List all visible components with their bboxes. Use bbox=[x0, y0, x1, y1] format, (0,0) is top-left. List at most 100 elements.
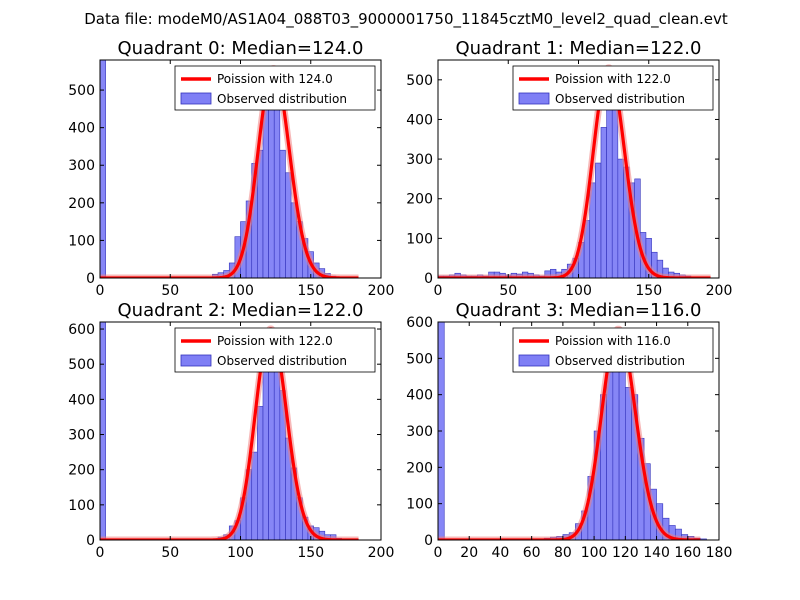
x-tick-label: 120 bbox=[612, 545, 639, 561]
legend-label: Observed distribution bbox=[555, 92, 685, 106]
y-tick-label: 300 bbox=[406, 152, 433, 168]
x-tick-label: 0 bbox=[96, 545, 105, 561]
quadrant-0-chart: 0 50 100 150 200 0 100 200 300 400 500 Quadrant 0: … bbox=[68, 38, 394, 299]
x-tick-label: 0 bbox=[434, 283, 443, 299]
histogram-bar bbox=[100, 60, 106, 278]
legend: Poission with 122.0 Observed distribution bbox=[174, 327, 376, 373]
x-tick-label: 100 bbox=[581, 545, 608, 561]
y-tick-label: 300 bbox=[68, 158, 95, 174]
quadrant-3-chart: 0 20 40 60 80 100 120 140 160 1800100200300400500… bbox=[406, 300, 732, 561]
histogram-bar bbox=[625, 387, 632, 540]
histogram-bar bbox=[606, 87, 613, 278]
y-tick-label: 200 bbox=[406, 192, 433, 208]
legend: Poission with 122.0 Observed distribution bbox=[512, 65, 714, 111]
poisson-curve bbox=[100, 67, 359, 278]
legend: Poission with 124.0 Observed distribution bbox=[174, 65, 376, 111]
x-tick-label: 150 bbox=[297, 283, 324, 299]
legend-label: Poission with 124.0 bbox=[217, 72, 333, 86]
y-tick-label: 200 bbox=[406, 460, 433, 476]
legend-patch-swatch bbox=[180, 354, 212, 367]
chart-title: Quadrant 0: Median=124.0 bbox=[118, 38, 364, 59]
x-tick-label: 200 bbox=[368, 283, 395, 299]
y-tick-label: 500 bbox=[406, 73, 433, 89]
quadrant-1-chart: 0 50 100 150 200 0 100 200 300 400 500 Quadrant 1: … bbox=[406, 38, 732, 299]
x-tick-label: 150 bbox=[635, 283, 662, 299]
histogram-bar bbox=[285, 172, 292, 278]
y-tick-label: 600 bbox=[68, 322, 95, 338]
y-tick-label: 100 bbox=[68, 498, 95, 514]
x-tick-label: 80 bbox=[554, 545, 572, 561]
y-tick-label: 400 bbox=[68, 392, 95, 408]
y-tick-label: 300 bbox=[406, 424, 433, 440]
legend-label: Observed distribution bbox=[555, 354, 685, 368]
y-tick-label: 400 bbox=[68, 121, 95, 137]
chart-title: Quadrant 2: Median=122.0 bbox=[118, 300, 364, 321]
legend: Poission with 116.0 Observed distribution bbox=[512, 327, 714, 373]
poisson-curve bbox=[438, 327, 701, 540]
x-tick-label: 100 bbox=[227, 545, 254, 561]
x-tick-label: 50 bbox=[499, 283, 517, 299]
x-tick-label: 100 bbox=[227, 283, 254, 299]
histogram-bar bbox=[617, 158, 624, 278]
y-tick-label: 400 bbox=[406, 388, 433, 404]
y-tick-label: 400 bbox=[406, 112, 433, 128]
poisson-curve bbox=[438, 66, 711, 278]
legend-label: Observed distribution bbox=[217, 92, 347, 106]
y-tick-label: 0 bbox=[424, 533, 433, 549]
chart-title: Quadrant 1: Median=122.0 bbox=[456, 38, 702, 59]
histogram-bar bbox=[251, 451, 258, 540]
plot-data bbox=[100, 322, 361, 540]
y-tick-label: 100 bbox=[406, 497, 433, 513]
y-tick-label: 200 bbox=[68, 463, 95, 479]
histogram-bar bbox=[618, 358, 626, 540]
legend-label: Observed distribution bbox=[217, 354, 347, 368]
x-tick-label: 140 bbox=[643, 545, 670, 561]
histogram-bar bbox=[262, 356, 269, 540]
x-tick-label: 0 bbox=[96, 283, 105, 299]
histogram-bar bbox=[595, 162, 602, 278]
x-tick-label: 40 bbox=[492, 545, 510, 561]
histogram-bar bbox=[612, 347, 620, 540]
x-tick-label: 60 bbox=[523, 545, 541, 561]
x-tick-label: 150 bbox=[297, 545, 324, 561]
y-tick-label: 200 bbox=[68, 196, 95, 212]
y-tick-label: 100 bbox=[68, 233, 95, 249]
figure-suptitle: Data file: modeM0/AS1A04_088T03_90000017… bbox=[84, 10, 728, 29]
histogram-bar bbox=[611, 109, 619, 278]
legend-patch-swatch bbox=[518, 354, 550, 367]
x-tick-label: 180 bbox=[706, 545, 733, 561]
chart-title: Quadrant 3: Median=116.0 bbox=[456, 300, 702, 321]
x-tick-label: 50 bbox=[161, 545, 179, 561]
y-tick-label: 0 bbox=[86, 271, 95, 287]
x-tick-label: 50 bbox=[161, 283, 179, 299]
y-tick-label: 600 bbox=[406, 315, 433, 331]
legend-label: Poission with 122.0 bbox=[555, 72, 671, 86]
x-tick-label: 100 bbox=[565, 283, 592, 299]
legend-patch-swatch bbox=[180, 92, 212, 105]
x-tick-label: 20 bbox=[460, 545, 478, 561]
legend-patch-swatch bbox=[518, 92, 550, 105]
x-tick-label: 0 bbox=[434, 545, 443, 561]
y-tick-label: 300 bbox=[68, 428, 95, 444]
y-tick-label: 500 bbox=[406, 351, 433, 367]
histogram-bar bbox=[279, 149, 286, 278]
plot-data bbox=[100, 60, 361, 278]
y-tick-label: 500 bbox=[68, 83, 95, 99]
quadrant-2-chart: 0 50 100 150 200 0 100 200 300 400 500 600 Quadrant … bbox=[68, 300, 394, 561]
histogram-bar bbox=[257, 406, 264, 540]
x-tick-label: 200 bbox=[706, 283, 733, 299]
y-tick-label: 500 bbox=[68, 357, 95, 373]
legend-label: Poission with 116.0 bbox=[555, 334, 671, 348]
poisson-curve bbox=[100, 327, 359, 540]
x-tick-label: 160 bbox=[674, 545, 701, 561]
histogram-bar bbox=[100, 322, 106, 540]
histogram-bar bbox=[600, 127, 607, 278]
x-tick-label: 200 bbox=[368, 545, 395, 561]
y-tick-label: 0 bbox=[86, 533, 95, 549]
histogram-bar bbox=[273, 93, 281, 278]
legend-label: Poission with 122.0 bbox=[217, 334, 333, 348]
y-tick-label: 0 bbox=[424, 271, 433, 287]
y-tick-label: 100 bbox=[406, 231, 433, 247]
